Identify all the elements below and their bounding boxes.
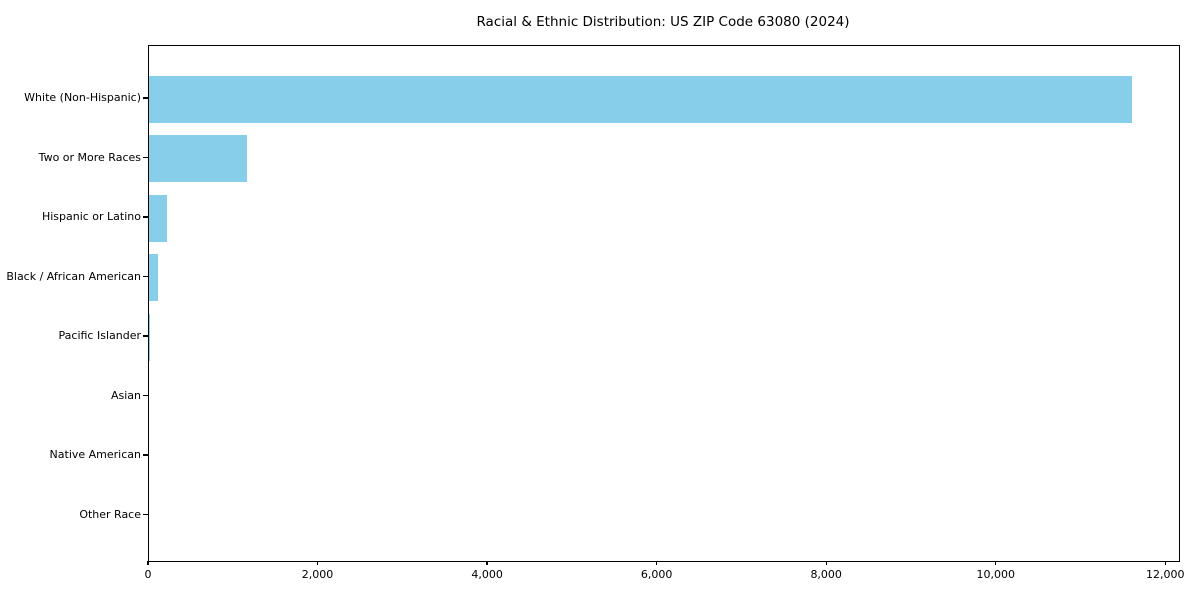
- x-tick-mark: [995, 561, 997, 565]
- x-tick-label: 12,000: [1146, 568, 1185, 581]
- bar-0: [149, 75, 1133, 123]
- x-tick-label: 8,000: [810, 568, 842, 581]
- x-tick-label: 2,000: [301, 568, 334, 581]
- y-tick-mark: [143, 454, 148, 456]
- x-tick-mark: [825, 561, 827, 565]
- x-tick-label: 4,000: [471, 568, 503, 581]
- y-tick-label: Other Race: [79, 507, 141, 521]
- x-tick-mark: [147, 561, 149, 565]
- bar-2: [149, 194, 168, 242]
- plot-area: [148, 45, 1180, 562]
- y-tick-mark: [143, 335, 148, 337]
- y-tick-mark: [143, 394, 148, 397]
- y-tick-label: Native American: [49, 448, 141, 461]
- y-tick-label: Hispanic or Latino: [41, 210, 141, 223]
- y-tick-mark: [143, 513, 148, 516]
- x-tick-label: 10,000: [976, 568, 1015, 581]
- x-tick-mark: [316, 561, 319, 565]
- y-tick-mark: [143, 97, 148, 99]
- y-tick-label: White (Non-Hispanic): [24, 91, 141, 104]
- x-tick-label: 6,000: [640, 568, 673, 581]
- y-tick-label: Asian: [110, 388, 141, 402]
- x-tick-mark: [486, 561, 488, 565]
- x-tick-mark: [1164, 561, 1166, 565]
- bar-4: [149, 313, 151, 361]
- y-tick-label: Pacific Islander: [58, 329, 141, 342]
- bar-1: [149, 135, 248, 182]
- y-tick-mark: [143, 156, 148, 159]
- chart-title: Racial & Ethnic Distribution: US ZIP Cod…: [476, 14, 850, 30]
- y-tick-mark: [143, 216, 148, 218]
- x-tick-label: 0: [144, 568, 152, 581]
- bar-3: [149, 254, 158, 301]
- y-tick-label: Black / African American: [6, 269, 141, 283]
- y-tick-label: Two or More Races: [38, 150, 141, 164]
- y-tick-mark: [143, 275, 148, 278]
- x-tick-mark: [656, 561, 658, 565]
